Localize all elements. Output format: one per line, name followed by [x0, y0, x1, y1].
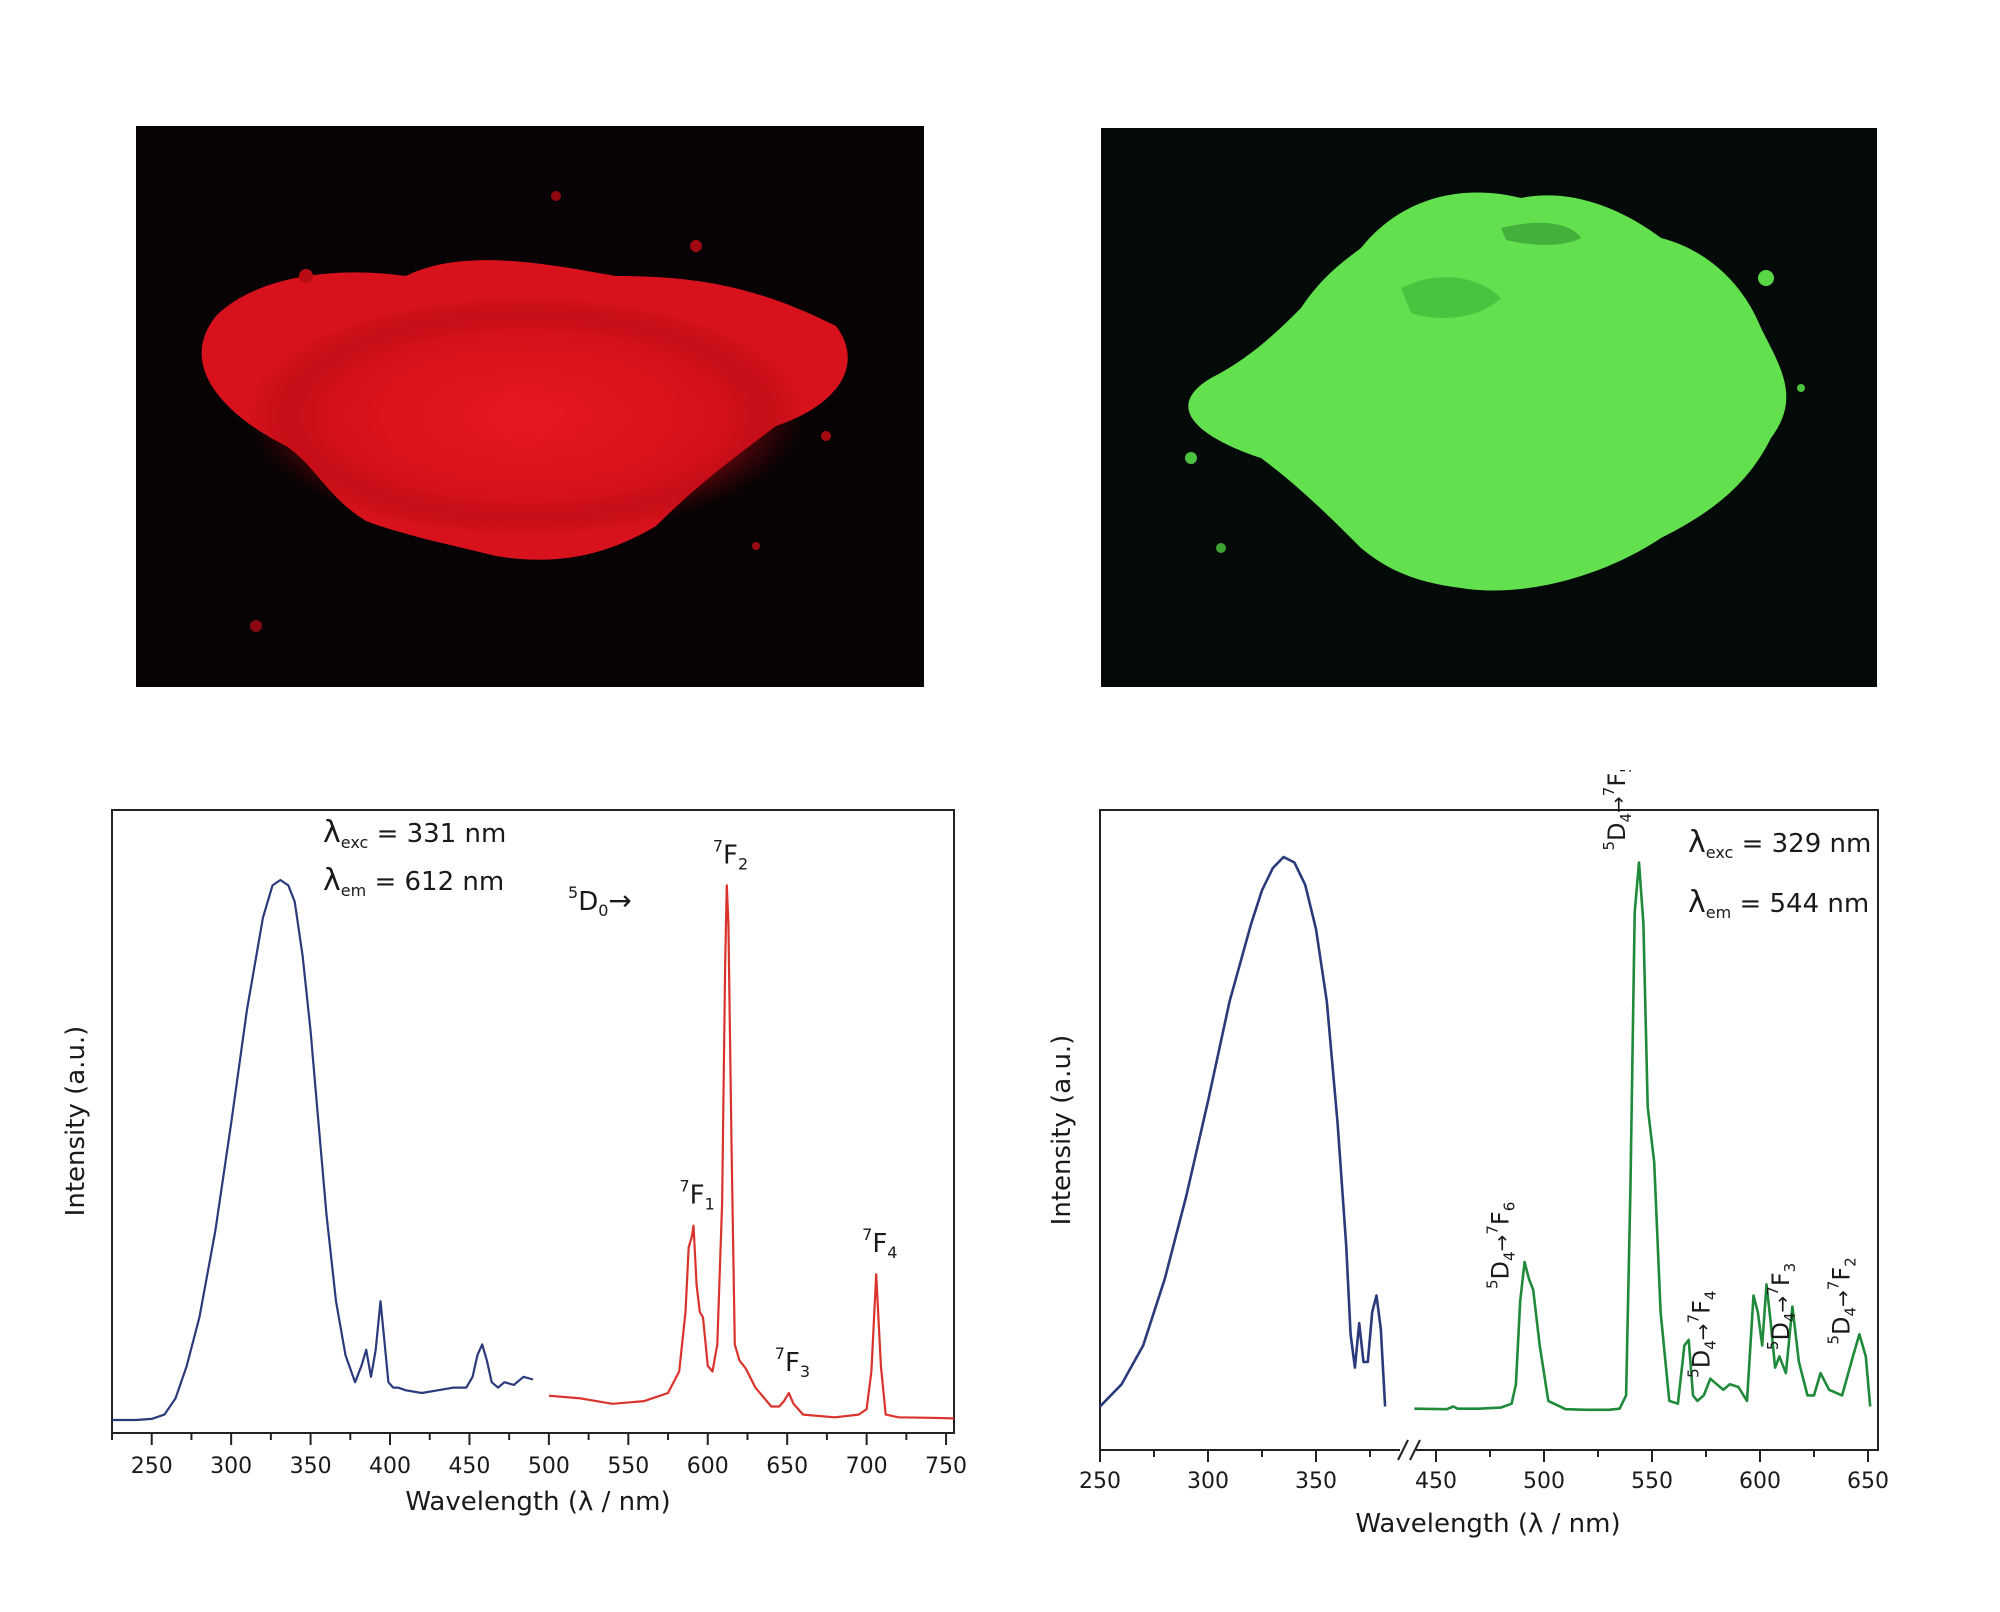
x-tick-label: 250: [131, 1454, 173, 1479]
x-tick-label: 650: [1847, 1469, 1889, 1494]
emission-spectrum-line: [548, 884, 955, 1420]
excitation-annotation: λexc = 329 nm: [1688, 825, 1871, 862]
transition-label: 7F2: [713, 836, 748, 873]
transition-label: 5D4→7F5: [1600, 770, 1635, 851]
excitation-spectrum-line: [1099, 855, 1387, 1408]
x-tick-label: 400: [369, 1454, 411, 1479]
transition-label: 7F3: [775, 1344, 810, 1381]
y-axis-label: Intensity (a.u.): [61, 1026, 91, 1217]
x-tick-label: 550: [607, 1454, 649, 1479]
eu-spectrum-chart: 250 300 350 400 450 500 550 600 650 700 750 Intens…: [61, 809, 967, 1517]
red-powder-photo: [136, 126, 924, 687]
transition-label: 5D4→7F3: [1764, 1263, 1799, 1350]
transition-label: 7F4: [862, 1225, 897, 1262]
transition-label: 5D4→7F6: [1483, 1202, 1518, 1289]
x-axis-label: Wavelength (λ / nm): [1355, 1509, 1620, 1539]
x-tick-label: 450: [1415, 1469, 1457, 1494]
emission-spectrum-line: [1414, 861, 1872, 1412]
x-tick-label: 600: [687, 1454, 729, 1479]
x-tick-label: 650: [766, 1454, 808, 1479]
x-tick-label: 750: [925, 1454, 967, 1479]
x-tick-label: 300: [210, 1454, 252, 1479]
x-tick-label: 550: [1631, 1469, 1673, 1494]
transition-label: 7F1: [679, 1177, 714, 1214]
y-axis-label: Intensity (a.u.): [1047, 1035, 1077, 1226]
emission-annotation: λem = 544 nm: [1688, 885, 1869, 922]
plot-frame: [111, 809, 955, 1434]
excitation-annotation: λexc = 331 nm: [323, 815, 506, 852]
x-tick-label: 250: [1079, 1469, 1121, 1494]
axis-break-mark: [1397, 1439, 1409, 1461]
transition-label: 5D4→7F4: [1684, 1291, 1719, 1378]
x-axis-label: Wavelength (λ / nm): [405, 1487, 670, 1517]
x-tick-label: 450: [448, 1454, 490, 1479]
x-tick-label: 350: [290, 1454, 332, 1479]
x-tick-label: 500: [528, 1454, 570, 1479]
axis-break-mark: [1409, 1439, 1421, 1461]
emission-annotation: λem = 612 nm: [323, 863, 504, 900]
excitation-spectrum-line: [112, 878, 534, 1422]
x-tick-label: 600: [1739, 1469, 1781, 1494]
x-tick-label: 300: [1187, 1469, 1229, 1494]
x-tick-label: 500: [1523, 1469, 1565, 1494]
x-tick-label: 700: [846, 1454, 888, 1479]
transition-origin-label: 5D0→: [568, 883, 632, 920]
transition-label: 5D4→7F2: [1825, 1257, 1860, 1344]
tb-spectrum-chart: 250 300 350 450 500 550 600 650 Intensity (a.u.…: [1047, 770, 1889, 1539]
green-powder-photo: [1101, 128, 1877, 687]
x-tick-label: 350: [1295, 1469, 1337, 1494]
